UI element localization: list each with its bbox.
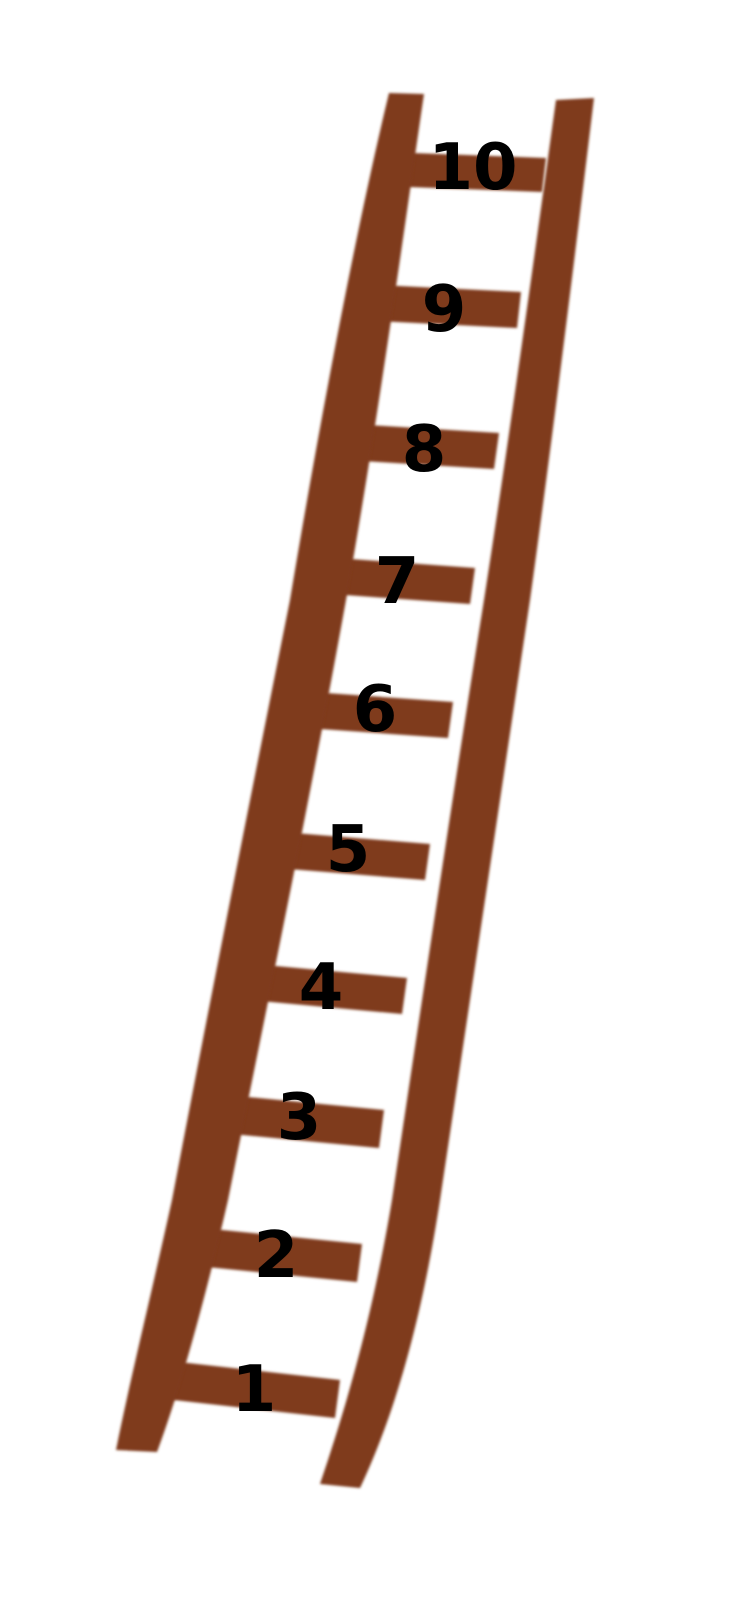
right-rail [320,98,594,1488]
rung-label-4: 4 [299,951,344,1025]
rung-10 [382,152,546,192]
rung-1 [156,1360,340,1418]
rung-label-7: 7 [375,545,420,619]
rung-label-6: 6 [353,673,398,747]
rails-group [116,93,594,1488]
left-rail [116,93,424,1452]
rung-label-3: 3 [277,1081,322,1155]
rung-labels-group: 1 2 3 4 5 6 7 8 9 10 [232,131,518,1427]
rung-2 [177,1226,362,1282]
rung-label-9: 9 [422,273,467,347]
rung-label-10: 10 [428,131,517,205]
rung-label-2: 2 [254,1219,299,1293]
rung-9 [356,284,521,328]
rung-label-8: 8 [402,413,447,487]
rung-label-5: 5 [326,813,371,887]
rung-label-1: 1 [232,1353,277,1427]
rungs-group [156,152,546,1418]
